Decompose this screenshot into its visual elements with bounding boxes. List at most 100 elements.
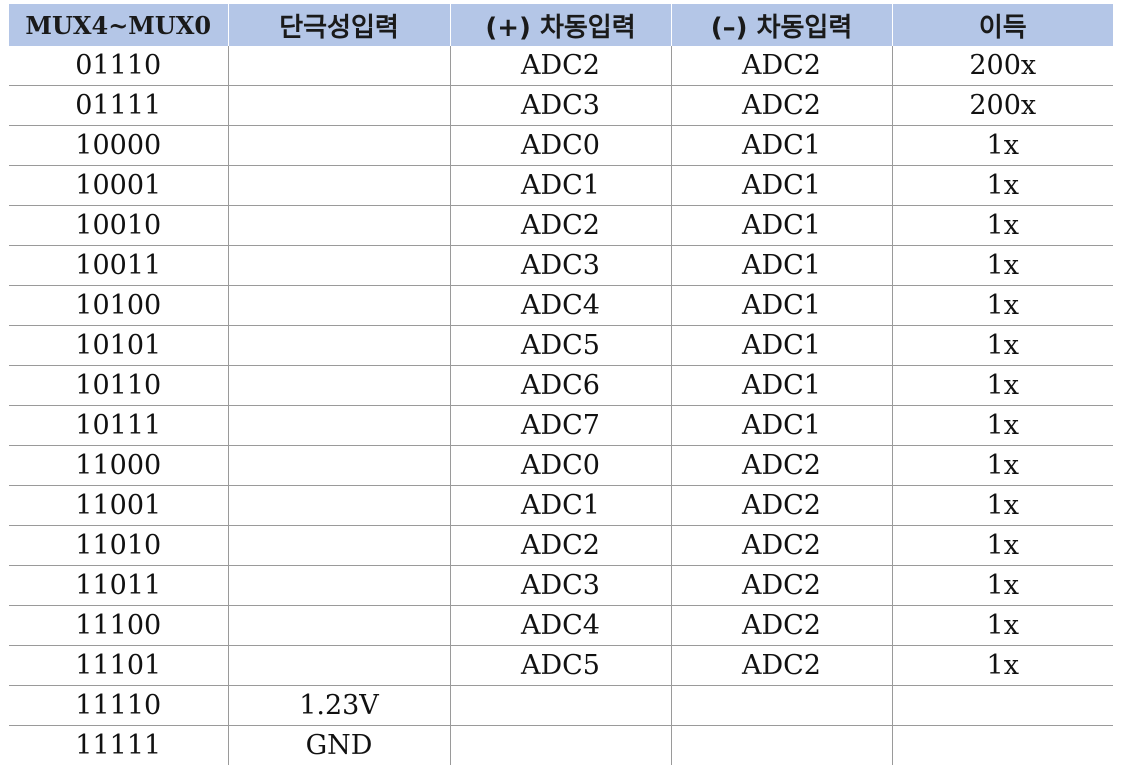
single-ended-cell — [228, 566, 450, 606]
single-ended-cell: GND — [228, 726, 450, 765]
mux-cell: 01111 — [9, 86, 228, 126]
gain-cell: 1x — [892, 446, 1113, 486]
mux-cell: 10000 — [9, 126, 228, 166]
header-mux: MUX4~MUX0 — [9, 4, 228, 46]
gain-cell: 1x — [892, 486, 1113, 526]
negative-diff-cell: ADC1 — [671, 246, 892, 286]
single-ended-cell — [228, 446, 450, 486]
gain-cell — [892, 726, 1113, 765]
mux-cell: 10110 — [9, 366, 228, 406]
positive-diff-cell: ADC6 — [450, 366, 671, 406]
positive-diff-cell: ADC5 — [450, 326, 671, 366]
single-ended-cell — [228, 86, 450, 126]
gain-cell: 1x — [892, 646, 1113, 686]
gain-cell: 1x — [892, 526, 1113, 566]
positive-diff-cell: ADC1 — [450, 486, 671, 526]
single-ended-cell: 1.23V — [228, 686, 450, 726]
mux-cell: 11010 — [9, 526, 228, 566]
mux-cell: 11100 — [9, 606, 228, 646]
single-ended-cell — [228, 46, 450, 86]
mux-cell: 10100 — [9, 286, 228, 326]
positive-diff-cell: ADC4 — [450, 606, 671, 646]
negative-diff-cell: ADC1 — [671, 326, 892, 366]
single-ended-cell — [228, 246, 450, 286]
negative-diff-cell: ADC1 — [671, 406, 892, 446]
single-ended-cell — [228, 606, 450, 646]
header-positive-diff: (+) 차동입력 — [450, 4, 671, 46]
positive-diff-cell: ADC2 — [450, 46, 671, 86]
gain-cell: 1x — [892, 606, 1113, 646]
mux-cell: 10101 — [9, 326, 228, 366]
positive-diff-cell — [450, 686, 671, 726]
negative-diff-cell: ADC1 — [671, 286, 892, 326]
mux-cell: 01110 — [9, 46, 228, 86]
gain-cell — [892, 686, 1113, 726]
single-ended-cell — [228, 526, 450, 566]
negative-diff-cell: ADC2 — [671, 486, 892, 526]
negative-diff-cell: ADC2 — [671, 646, 892, 686]
positive-diff-cell — [450, 726, 671, 765]
single-ended-cell — [228, 326, 450, 366]
header-single-ended: 단극성입력 — [228, 4, 450, 46]
gain-cell: 200x — [892, 86, 1113, 126]
mux-cell: 10111 — [9, 406, 228, 446]
positive-diff-cell: ADC3 — [450, 246, 671, 286]
gain-cell: 1x — [892, 126, 1113, 166]
gain-cell: 1x — [892, 326, 1113, 366]
header-row: MUX4~MUX0 단극성입력 (+) 차동입력 (–) 차동입력 이득 — [9, 4, 1113, 46]
mux-cell: 11011 — [9, 566, 228, 606]
positive-diff-cell: ADC4 — [450, 286, 671, 326]
gain-cell: 200x — [892, 46, 1113, 86]
mux-gain-table: MUX4~MUX0 단극성입력 (+) 차동입력 (–) 차동입력 이득 011… — [9, 4, 1113, 765]
single-ended-cell — [228, 206, 450, 246]
mux-cell: 11101 — [9, 646, 228, 686]
positive-diff-cell: ADC7 — [450, 406, 671, 446]
single-ended-cell — [228, 646, 450, 686]
mux-cell: 11111 — [9, 726, 228, 765]
positive-diff-cell: ADC3 — [450, 86, 671, 126]
header-negative-diff: (–) 차동입력 — [671, 4, 892, 46]
positive-diff-cell: ADC0 — [450, 446, 671, 486]
single-ended-cell — [228, 366, 450, 406]
negative-diff-cell: ADC2 — [671, 566, 892, 606]
mux-cell: 10011 — [9, 246, 228, 286]
positive-diff-cell: ADC2 — [450, 206, 671, 246]
negative-diff-cell: ADC1 — [671, 366, 892, 406]
positive-diff-cell: ADC3 — [450, 566, 671, 606]
gain-cell: 1x — [892, 406, 1113, 446]
mux-cell: 11001 — [9, 486, 228, 526]
single-ended-cell — [228, 166, 450, 206]
negative-diff-cell: ADC2 — [671, 86, 892, 126]
single-ended-cell — [228, 286, 450, 326]
positive-diff-cell: ADC1 — [450, 166, 671, 206]
negative-diff-cell: ADC2 — [671, 526, 892, 566]
negative-diff-cell: ADC2 — [671, 606, 892, 646]
single-ended-cell — [228, 406, 450, 446]
gain-cell: 1x — [892, 206, 1113, 246]
gain-cell: 1x — [892, 246, 1113, 286]
positive-diff-cell: ADC0 — [450, 126, 671, 166]
negative-diff-cell: ADC1 — [671, 206, 892, 246]
negative-diff-cell: ADC2 — [671, 446, 892, 486]
single-ended-cell — [228, 486, 450, 526]
gain-cell: 1x — [892, 166, 1113, 206]
gain-cell: 1x — [892, 286, 1113, 326]
header-gain: 이득 — [892, 4, 1113, 46]
